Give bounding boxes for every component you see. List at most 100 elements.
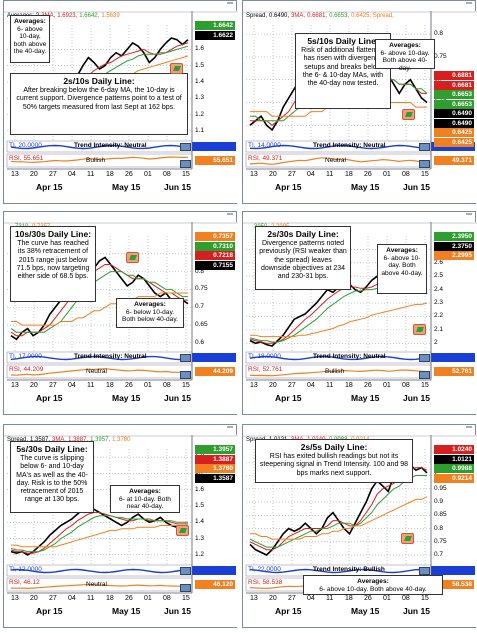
ma-40-line xyxy=(250,302,428,338)
y-tick-label: 0.8 xyxy=(195,267,205,275)
value-tag: 0.6425 xyxy=(434,128,474,137)
ti-value-tag xyxy=(431,566,475,575)
ti-value-tag xyxy=(431,353,475,362)
x-tick-label: 01 xyxy=(144,382,152,389)
averages-title: Averages: xyxy=(14,18,46,25)
ma-6-line xyxy=(10,264,188,337)
x-tick-label: 11 xyxy=(87,595,95,602)
chart-panel-5s30s: Spread, 1.3587, 3MA, 1.3887, 1.3957, 1.3780 1.… xyxy=(3,424,238,628)
averages-title: Averages: xyxy=(386,247,418,254)
rsi-line xyxy=(10,368,189,376)
value-line-v1: 1.6923, xyxy=(57,13,78,19)
ma-10-line xyxy=(249,475,427,548)
x-tick-label: 27 xyxy=(288,171,296,178)
rsi-line xyxy=(249,157,428,165)
averages-title: Averages: xyxy=(389,42,421,49)
rsi-value-tag: 52.761 xyxy=(434,367,474,376)
x-month-label: Jun 15 xyxy=(164,606,191,616)
value-tag: 2.3950 xyxy=(434,232,474,241)
rsi-line xyxy=(10,583,188,590)
annotation-box: 2s/10s Daily Line: After breaking below t… xyxy=(10,73,188,135)
x-tick-label: 27 xyxy=(49,171,57,178)
x-tick-label: 04 xyxy=(307,382,315,389)
value-tag: 0.9988 xyxy=(434,464,474,473)
rsi-status-text: Neutral xyxy=(86,368,107,375)
annotation-title: 2s/10s Daily Line: xyxy=(63,76,135,86)
scroll-right-button[interactable] xyxy=(180,371,191,379)
ti-label: TI, 22.0000 xyxy=(248,566,281,573)
rsi-status-text: Bullish xyxy=(325,368,345,375)
x-tick-label: 20 xyxy=(269,171,277,178)
y-tick-label: 1.2 xyxy=(195,110,205,118)
value-line-v0: 0.6490, xyxy=(269,13,290,19)
y-tick-label: 0.9 xyxy=(434,498,444,506)
trend-arrow-icon xyxy=(170,63,183,74)
x-month-label: Jun 15 xyxy=(403,606,430,616)
rsi-value-tag: 46.120 xyxy=(195,580,235,589)
scroll-right-button[interactable] xyxy=(419,160,430,168)
x-tick-label: 01 xyxy=(144,595,152,602)
x-month-label: Apr 15 xyxy=(275,182,302,192)
ti-value-tag xyxy=(431,142,475,151)
x-month-label: May 15 xyxy=(351,182,380,192)
annotation-title: 5s/30s Daily Line: xyxy=(16,444,88,454)
x-tick-label: 18 xyxy=(106,382,114,389)
x-tick-label: 13 xyxy=(250,595,258,602)
y-tick-label: 1.6 xyxy=(195,485,205,493)
x-tick-label: 11 xyxy=(326,171,334,178)
x-tick-label: 15 xyxy=(421,171,429,178)
chart-panel-2s5s: Spread,1.0121,3MA,1.0240,0.9988,0.92141.… xyxy=(242,424,477,628)
scroll-left-button[interactable] xyxy=(180,567,191,575)
y-tick-label: 2.4 xyxy=(434,285,444,293)
x-month-label: May 15 xyxy=(112,606,141,616)
x-tick-label: 26 xyxy=(125,595,133,602)
y-tick-label: 2.5 xyxy=(434,272,444,280)
annotation-box: 5s/30s Daily Line: The curve is slipping … xyxy=(10,441,94,513)
chart-panel-10s30s: 7310,0.73570.850.80.750.70.650.60.73570.… xyxy=(3,211,238,415)
x-tick-label: 15 xyxy=(182,382,190,389)
x-tick-label: 11 xyxy=(326,382,334,389)
averages-text: 6- above 10-day. Both above 40-day. xyxy=(380,49,430,72)
x-tick-label: 13 xyxy=(11,171,19,178)
scroll-left-button[interactable] xyxy=(419,354,430,362)
y-tick-label: 0.65 xyxy=(195,321,208,329)
rsi-label: RSI, 52.761 xyxy=(248,366,283,373)
y-tick-label: 0.95 xyxy=(434,484,447,492)
rsi-value-tag: 44.209 xyxy=(195,367,235,376)
x-tick-label: 27 xyxy=(288,595,296,602)
annotation-title: 10s/30s Daily Line: xyxy=(14,229,92,239)
x-month-label: Jun 15 xyxy=(164,182,191,192)
value-line-v1: 0.6681, xyxy=(307,13,328,19)
value-tag: 2.2995 xyxy=(434,251,474,260)
x-tick-label: 15 xyxy=(182,595,190,602)
x-tick-label: 20 xyxy=(269,382,277,389)
rsi-label: RSI, 46.12 xyxy=(9,579,40,586)
value-tag: 2.3750 xyxy=(434,241,474,251)
scroll-left-button[interactable] xyxy=(180,143,191,151)
value-tag: 0.9214 xyxy=(434,473,474,483)
value-line: Spread, 0.6490, 3MA, 0.6681, 0.6653, 0.6425, … xyxy=(246,13,396,19)
x-tick-label: 26 xyxy=(364,171,372,178)
rsi-line xyxy=(10,156,189,164)
scroll-right-button[interactable] xyxy=(419,371,430,379)
x-tick-label: 18 xyxy=(345,171,353,178)
scroll-right-button[interactable] xyxy=(180,584,191,592)
averages-box: Averages: 6- above 10-day, both above the… xyxy=(10,15,50,63)
x-tick-label: 08 xyxy=(402,171,410,178)
x-tick-label: 26 xyxy=(125,382,133,389)
trend-arrow-icon xyxy=(126,252,139,263)
ma-40-line xyxy=(11,525,188,548)
trend-intensity-line xyxy=(10,355,189,361)
y-tick-label: 2 xyxy=(434,339,438,347)
value-tag: 0.7155 xyxy=(195,260,235,270)
x-month-label: Jun 15 xyxy=(403,393,430,403)
ti-label: TI, 12.0000 xyxy=(9,566,42,573)
x-month-label: Apr 15 xyxy=(36,606,63,616)
scroll-left-button[interactable] xyxy=(419,143,430,151)
value-line-v2: 0.6653, xyxy=(329,13,350,19)
scroll-left-button[interactable] xyxy=(180,354,191,362)
scroll-left-button[interactable] xyxy=(419,567,430,575)
value-line-v2: 1.6642, xyxy=(79,13,100,19)
scroll-right-button[interactable] xyxy=(180,160,191,168)
value-line-ma: 3MA, xyxy=(52,437,67,443)
